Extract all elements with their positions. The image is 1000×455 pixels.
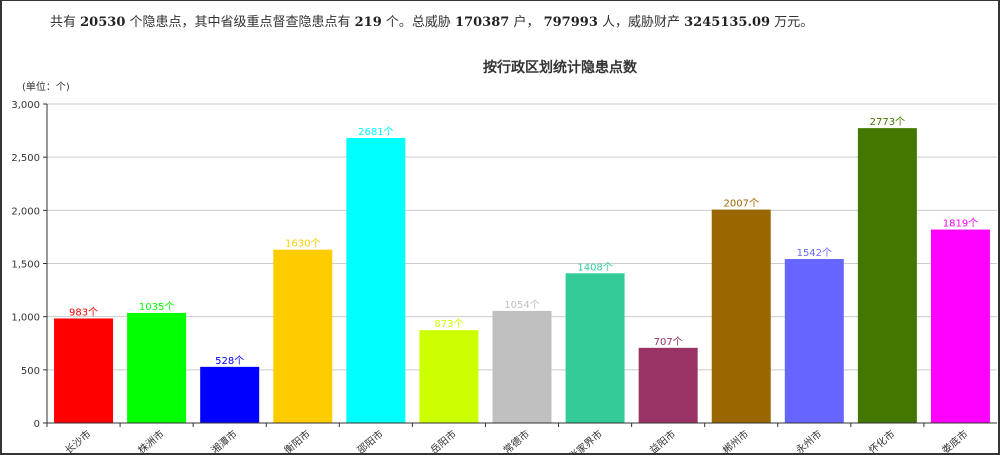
y-tick-label: 3,000 — [11, 100, 40, 111]
property-value: 3245135.09 — [684, 15, 771, 30]
x-tick-label: 怀化市 — [866, 427, 897, 455]
total-count: 20530 — [80, 15, 126, 30]
people-count: 797993 — [543, 15, 598, 30]
y-tick-label: 500 — [21, 366, 40, 377]
data-label: 1408个 — [577, 261, 612, 273]
x-tick-label: 永州市 — [793, 427, 824, 455]
x-tick-label: 衡阳市 — [281, 427, 312, 455]
data-label: 1054个 — [504, 299, 539, 311]
bar[interactable] — [638, 347, 698, 423]
data-label: 983个 — [69, 306, 98, 318]
data-label: 1542个 — [797, 247, 832, 259]
bar[interactable] — [419, 330, 479, 423]
data-label: 528个 — [215, 355, 244, 367]
y-tick-label: 0 — [34, 419, 40, 430]
chart-title: 按行政区划统计隐患点数 — [483, 59, 638, 76]
unit-label: (单位：个) — [22, 80, 70, 93]
x-tick-label: 岳阳市 — [428, 427, 459, 455]
x-tick-label: 张家界市 — [566, 427, 605, 455]
y-tick-label: 1,000 — [11, 313, 40, 324]
data-label: 1035个 — [139, 301, 174, 313]
bar[interactable] — [857, 128, 917, 423]
bar[interactable] — [711, 209, 771, 423]
y-tick-label: 2,500 — [11, 153, 40, 164]
key-count: 219 — [354, 15, 382, 30]
bar[interactable] — [273, 249, 333, 423]
x-tick-label: 娄底市 — [939, 427, 970, 455]
bar[interactable] — [54, 318, 114, 423]
x-tick-label: 邵阳市 — [354, 427, 385, 455]
summary-text: 共有 20530 个隐患点，其中省级重点督查隐患点有 219 个。总威胁 170… — [50, 15, 814, 30]
bar[interactable] — [127, 312, 187, 423]
x-tick-label: 株洲市 — [135, 427, 166, 455]
x-tick-label: 益阳市 — [647, 427, 678, 455]
data-label: 1630个 — [285, 238, 320, 250]
x-tick-label: 湘潭市 — [208, 427, 239, 455]
data-label: 2681个 — [358, 126, 393, 138]
data-label: 1819个 — [943, 218, 978, 230]
x-tick-label: 长沙市 — [62, 427, 93, 455]
data-label: 2007个 — [724, 198, 759, 210]
bar[interactable] — [346, 137, 406, 423]
data-label: 707个 — [654, 336, 683, 348]
households-count: 170387 — [455, 15, 510, 30]
bar[interactable] — [492, 310, 552, 423]
data-label: 2773个 — [870, 116, 905, 128]
x-tick-label: 郴州市 — [720, 427, 751, 455]
bar[interactable] — [565, 273, 625, 423]
data-label: 873个 — [434, 318, 463, 330]
y-tick-label: 1,500 — [11, 260, 40, 271]
x-tick-label: 常德市 — [501, 427, 532, 455]
bar[interactable] — [930, 229, 990, 423]
bar[interactable] — [200, 366, 260, 423]
bar[interactable] — [784, 259, 844, 423]
y-tick-label: 2,000 — [11, 206, 40, 217]
